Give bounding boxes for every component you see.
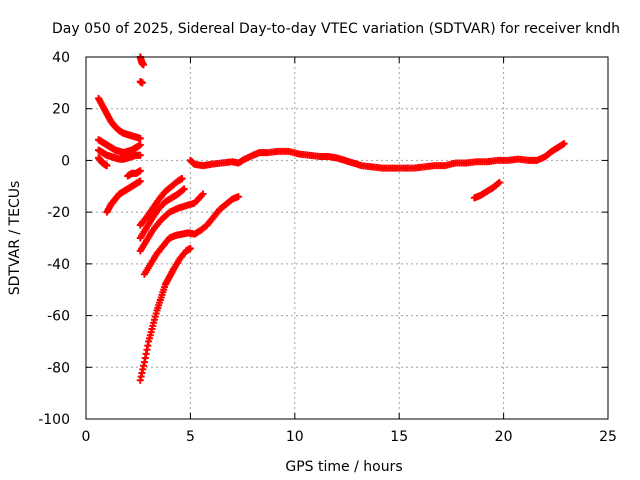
series-arc2 (95, 136, 144, 157)
x-tick-label: 20 (495, 429, 513, 445)
y-tick-label: -60 (47, 309, 70, 325)
y-tick-label: -100 (38, 412, 70, 428)
data-point (179, 186, 187, 194)
data-point (136, 177, 144, 185)
y-tick-label: -40 (47, 257, 70, 273)
series-arc13 (136, 244, 194, 384)
series-arc8 (136, 78, 146, 87)
data-point (136, 167, 144, 175)
series-arc1 (95, 94, 144, 142)
data-point (560, 140, 568, 148)
series-arc5 (103, 177, 144, 216)
plot-frame (85, 56, 609, 420)
series-arc10 (136, 185, 188, 242)
series-arc15 (470, 178, 503, 202)
series-arc3 (95, 146, 144, 163)
x-tick-label: 25 (599, 429, 617, 445)
data-point (180, 185, 188, 193)
data-point (138, 79, 146, 87)
series-arc6 (124, 167, 144, 180)
y-tick-label: -80 (47, 360, 70, 376)
y-tick-label: 20 (52, 102, 70, 118)
data-point (495, 178, 503, 186)
x-tick-label: 10 (286, 429, 304, 445)
y-tick-label: 40 (52, 50, 70, 66)
x-tick-label: 5 (186, 429, 195, 445)
data-point (136, 134, 144, 142)
data-point (136, 141, 144, 149)
y-axis-label: SDTVAR / TECUs (7, 181, 23, 296)
data-point (139, 61, 147, 69)
axis-ticks: 0 5 10 15 20 25 -100 -80 -60 -40 -20 0 20 40 (38, 50, 617, 445)
data-point (234, 193, 242, 201)
y-tick-label: 0 (61, 153, 70, 169)
data-marks (95, 53, 568, 384)
series-arc14 (186, 140, 568, 172)
series-arc12 (140, 193, 242, 278)
data-point (178, 175, 186, 183)
chart-title: Day 050 of 2025, Sidereal Day-to-day VTE… (52, 21, 620, 37)
series-arc11 (136, 190, 207, 255)
data-point (494, 179, 502, 187)
data-point (103, 162, 111, 170)
x-tick-label: 15 (390, 429, 408, 445)
data-point (199, 190, 207, 198)
y-tick-label: -20 (47, 205, 70, 221)
x-axis-label: GPS time / hours (285, 459, 402, 475)
series-arc9 (136, 175, 186, 229)
x-tick-label: 0 (82, 429, 91, 445)
series-arc4 (95, 154, 111, 170)
data-point (186, 244, 194, 252)
data-point (136, 151, 144, 159)
